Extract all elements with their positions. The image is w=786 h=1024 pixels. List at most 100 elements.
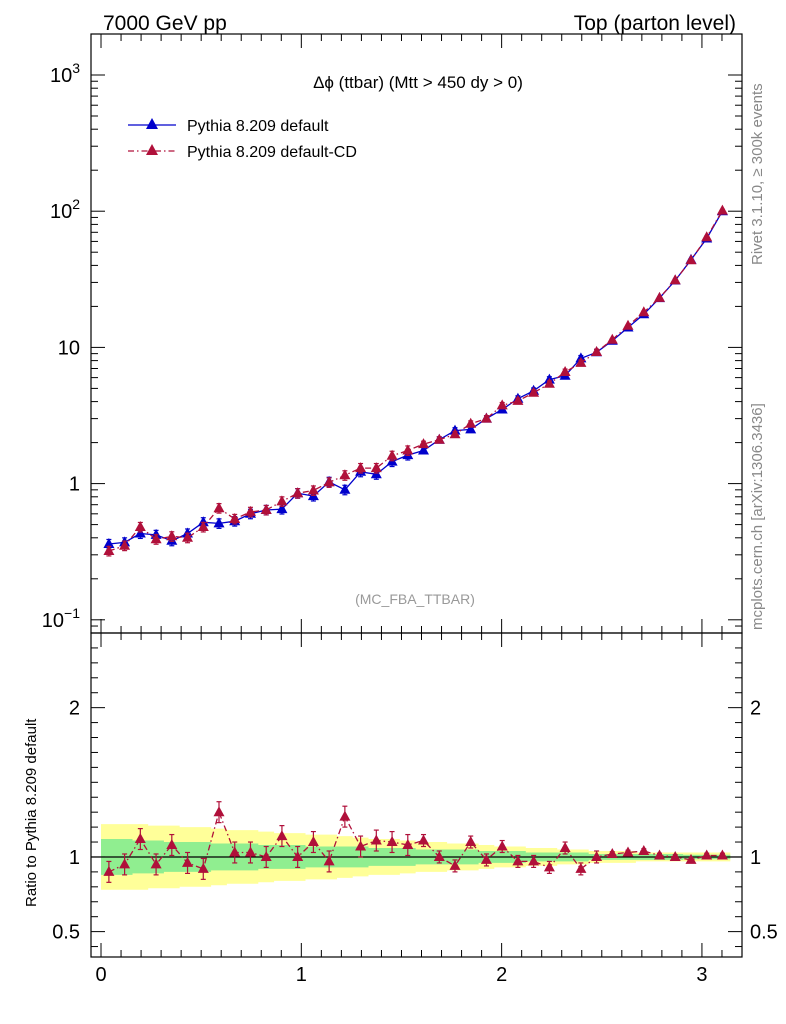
mcplots-label: mcplots.cern.ch [arXiv:1306.3436]	[749, 403, 766, 630]
ratio-series-point	[685, 853, 697, 864]
cd-series-point	[496, 399, 508, 410]
ratio-series-point	[622, 846, 634, 857]
default-series-line	[108, 210, 723, 545]
ratio-ytick-label: 2	[69, 698, 80, 720]
legend-marker-default	[146, 118, 158, 129]
ratio-series-point	[716, 849, 728, 860]
ratio-series-point	[229, 846, 241, 857]
cd-series-point	[103, 545, 115, 555]
legend: Pythia 8.209 default Pythia 8.209 defaul…	[128, 118, 357, 161]
ratio-series-point	[638, 845, 650, 855]
watermark: (MC_FBA_TTBAR)	[355, 591, 475, 607]
ratio-series-point	[103, 865, 115, 876]
main-ytick-exponent: −1	[64, 605, 80, 621]
ratio-series-point	[528, 855, 540, 866]
ratio-series-point	[575, 862, 587, 873]
cd-series-point	[449, 428, 461, 439]
default-series-point	[276, 503, 288, 514]
xtick-label: 0	[95, 964, 106, 986]
cd-series-point	[150, 533, 162, 544]
cd-series-point	[229, 513, 241, 523]
ratio-series-point	[480, 853, 492, 864]
cd-series-point	[638, 306, 650, 317]
main-ytick-exponent: 3	[72, 60, 80, 76]
legend-label-default: Pythia 8.209 default	[187, 118, 329, 135]
main-ytick-label: 10	[58, 337, 80, 359]
main-ytick-label: 10−1	[42, 605, 80, 632]
ratio-series-point	[355, 840, 367, 851]
ratio-series-point	[134, 833, 146, 843]
cd-series-point	[323, 476, 335, 487]
default-series-point	[213, 517, 225, 528]
ratio-ytick-label-right: 0.5	[750, 922, 778, 944]
cd-series-point	[276, 495, 288, 506]
ratio-series-point	[418, 834, 429, 845]
default-series-point	[339, 483, 351, 494]
cd-series-point	[292, 487, 304, 498]
ratio-series-point	[543, 861, 555, 872]
main-ytick-exponent: 2	[72, 196, 80, 212]
ratio-ylabel: Ratio to Pythia 8.209 default	[23, 718, 40, 907]
ratio-series-point	[559, 842, 571, 852]
ratio-series-point	[402, 839, 414, 849]
ratio-frame	[90, 632, 743, 958]
ratio-series-point	[260, 851, 272, 861]
cd-series-point	[182, 531, 193, 542]
legend-label-cd: Pythia 8.209 default-CD	[187, 144, 357, 161]
cd-series-point	[402, 444, 414, 455]
main-title: Δϕ (ttbar) (Mtt > 450 dy > 0)	[313, 73, 523, 92]
xtick-label: 2	[496, 964, 507, 986]
legend-marker-cd	[146, 144, 158, 155]
header-left: 7000 GeV pp	[103, 12, 227, 35]
ratio-series-point	[292, 851, 304, 861]
main-ytick-label: 1	[69, 474, 80, 496]
ratio-series-point	[669, 851, 681, 861]
ratio-series-point	[512, 855, 524, 866]
default-series-point	[418, 444, 429, 455]
ratio-series-point	[386, 836, 398, 846]
ratio-series-point	[182, 856, 193, 867]
ratio-panel: 0.5 0.5 1 1 2 2 0 1 2 3	[52, 632, 778, 986]
cd-series-point	[512, 394, 524, 405]
cd-series-point	[213, 502, 225, 513]
cd-series-point	[480, 412, 492, 423]
ratio-series-point	[654, 849, 665, 860]
cd-series-point	[433, 433, 445, 444]
ratio-series-line	[108, 810, 723, 873]
ratio-series-point	[245, 846, 256, 857]
ratio-ytick-label: 1	[69, 847, 80, 869]
ratio-series-point	[276, 830, 288, 841]
cd-series-point	[575, 356, 587, 367]
cd-series-point	[197, 521, 209, 531]
cd-series-point	[716, 204, 728, 215]
cd-series-point	[606, 333, 618, 344]
rivet-label: Rivet 3.1.10, ≥ 300k events	[749, 83, 766, 265]
cd-series-point	[386, 449, 398, 460]
ratio-series-point	[701, 849, 713, 860]
main-ytick-label: 102	[50, 196, 80, 223]
xtick-label: 3	[696, 964, 707, 986]
xtick-label: 1	[296, 964, 307, 986]
cd-series-point	[528, 386, 540, 397]
header-right: Top (parton level)	[574, 12, 736, 35]
cd-series-point	[134, 521, 146, 531]
cd-series-point	[654, 291, 665, 302]
cd-series-point	[701, 231, 713, 242]
ratio-series-point	[119, 858, 131, 869]
ratio-series-point	[449, 859, 461, 870]
cd-series-point	[418, 438, 429, 449]
ratio-series-point	[339, 810, 351, 821]
ratio-series-point	[591, 851, 603, 861]
cd-series-line	[108, 210, 723, 552]
cd-series-point	[465, 417, 477, 428]
cd-series-point	[559, 366, 571, 376]
cd-series-point	[260, 504, 272, 514]
default-series-point	[465, 423, 477, 434]
cd-series-point	[591, 346, 603, 356]
cd-series-point	[622, 319, 634, 330]
cd-series-point	[245, 505, 256, 516]
ratio-series-point	[323, 855, 335, 866]
ratio-series-point	[307, 836, 319, 846]
